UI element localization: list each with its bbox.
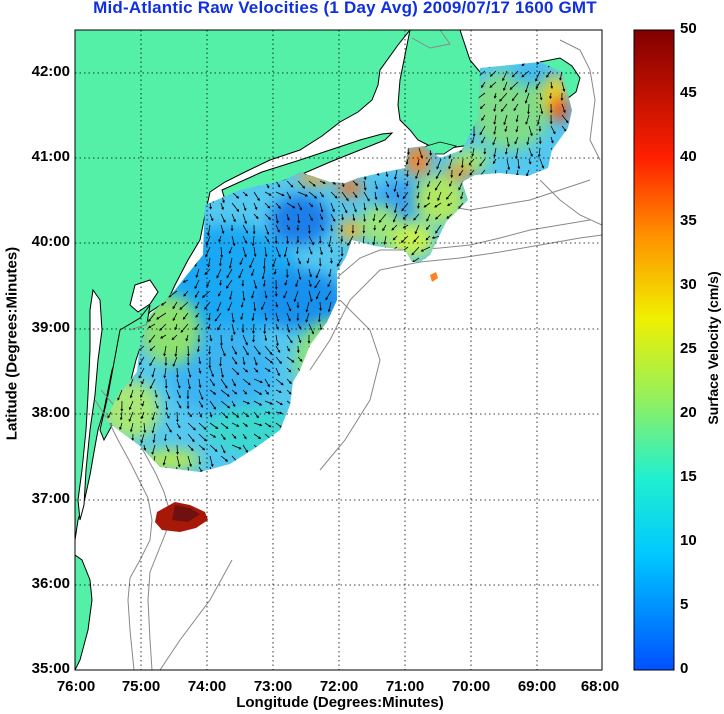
colorbar-tick: 0 (680, 660, 689, 677)
colorbar-tick: 15 (680, 468, 697, 485)
colorbar-tick: 40 (680, 148, 697, 165)
colorbar-tick: 50 (680, 20, 697, 37)
x-tick: 73:00 (253, 678, 293, 695)
x-tick: 76:00 (56, 678, 96, 695)
x-tick: 70:00 (451, 678, 491, 695)
x-tick: 68:00 (580, 678, 620, 695)
land-mainland (75, 30, 411, 541)
map-frame (74, 29, 603, 671)
land-southern-coast (75, 554, 93, 670)
colorbar-tick: 25 (680, 340, 697, 357)
x-tick: 72:00 (319, 678, 359, 695)
y-tick: 37:00 (31, 490, 70, 507)
x-axis-label: Longitude (Degrees:Minutes) (236, 694, 444, 711)
colorbar-tick: 5 (680, 596, 689, 613)
colorbar-label: Surface Velocity (cm/s) (705, 271, 721, 425)
colorbar-tick: 20 (680, 404, 697, 421)
x-tick: 69:00 (517, 678, 557, 695)
y-tick: 36:00 (31, 575, 70, 592)
map-title: Mid-Atlantic Raw Velocities (1 Day Avg) … (93, 0, 597, 17)
hotspot-outflow (155, 272, 438, 532)
y-axis-label: Latitude (Degrees:Minutes) (3, 246, 21, 441)
y-tick: 41:00 (31, 148, 70, 165)
y-tick: 40:00 (31, 233, 70, 250)
chesapeake-bay (77, 288, 103, 521)
colorbar-tick: 10 (680, 532, 697, 549)
x-tick: 74:00 (187, 678, 227, 695)
colorbar-tick: 30 (680, 276, 697, 293)
y-tick: 39:00 (31, 319, 70, 336)
colorbar-tick: 35 (680, 212, 697, 229)
colorbar-tick: 45 (680, 84, 697, 101)
x-tick: 75:00 (121, 678, 161, 695)
y-tick: 42:00 (31, 63, 70, 80)
x-tick: 71:00 (385, 678, 425, 695)
grid-lines (75, 30, 602, 670)
colorbar (633, 29, 675, 671)
y-tick: 35:00 (31, 660, 70, 677)
delaware-bay (129, 279, 159, 313)
y-tick: 38:00 (31, 404, 70, 421)
